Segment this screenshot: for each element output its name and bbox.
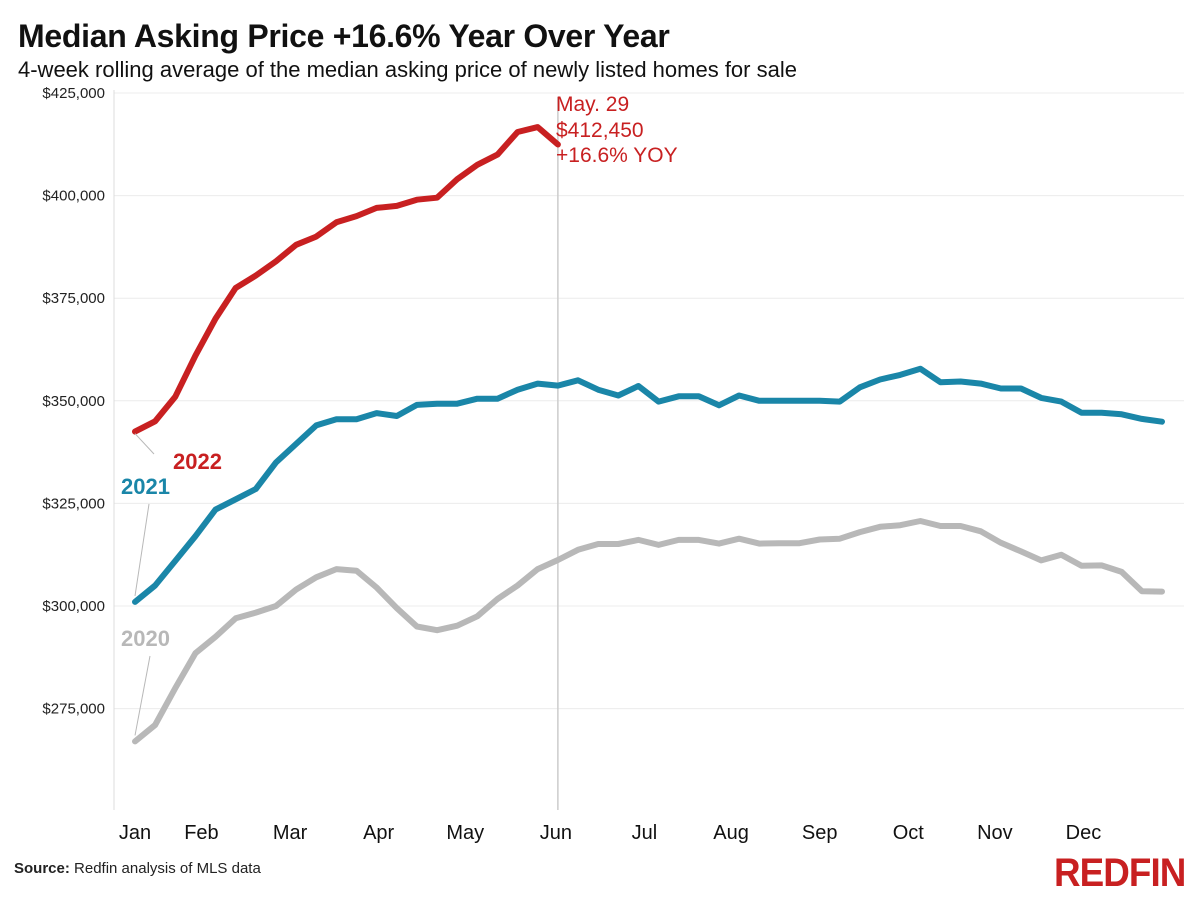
x-tick-label: Dec (1066, 822, 1102, 844)
y-tick-label: $300,000 (42, 598, 105, 615)
y-tick-label: $375,000 (42, 290, 105, 307)
x-tick-label: Aug (713, 822, 749, 844)
x-tick-label: Jul (632, 822, 658, 844)
series-label-2022: 2022 (173, 449, 222, 474)
y-tick-label: $425,000 (42, 85, 105, 102)
y-tick-label: $400,000 (42, 188, 105, 205)
series-line-2022 (132, 124, 561, 435)
x-tick-label: Jun (540, 822, 572, 844)
annotation: May. 29 $412,450 +16.6% YOY (556, 93, 678, 167)
leader-line-2020 (134, 655, 151, 736)
source-note: Source: Redfin analysis of MLS data (14, 860, 261, 877)
y-axis-ticks: $275,000 $300,000 $325,000 $350,000 $375,000… (42, 85, 105, 718)
series-lines (132, 124, 1165, 745)
x-tick-label: Mar (273, 822, 308, 844)
gridlines (113, 90, 1184, 810)
x-tick-label: Oct (893, 822, 925, 844)
annotation-change: +16.6% YOY (556, 144, 678, 167)
annotation-date: May. 29 (556, 93, 629, 116)
y-tick-label: $325,000 (42, 495, 105, 512)
x-tick-label: May (446, 822, 484, 844)
series-line-2021 (132, 365, 1165, 605)
leader-line-2022 (134, 433, 155, 455)
x-tick-label: Nov (977, 822, 1013, 844)
x-tick-label: Feb (184, 822, 218, 844)
series-line-2020 (132, 518, 1165, 745)
chart-title: Median Asking Price +16.6% Year Over Yea… (18, 18, 670, 54)
series-label-2020: 2020 (121, 626, 170, 651)
redfin-logo: REDFIN (1054, 851, 1186, 895)
x-tick-label: Apr (363, 822, 394, 844)
annotation-value: $412,450 (556, 119, 644, 142)
leader-line-2021 (134, 503, 150, 596)
source-label: Source: (14, 860, 70, 877)
y-tick-label: $350,000 (42, 393, 105, 410)
x-tick-label: Jan (119, 822, 151, 844)
x-axis-ticks: Jan Feb Mar Apr May Jun Jul Aug Sep Oct Nov Dec (119, 822, 1101, 844)
series-label-2021: 2021 (121, 474, 170, 499)
chart-subtitle: 4-week rolling average of the median ask… (18, 57, 797, 82)
x-tick-label: Sep (802, 822, 838, 844)
y-tick-label: $275,000 (42, 701, 105, 718)
source-text: Redfin analysis of MLS data (74, 860, 261, 877)
